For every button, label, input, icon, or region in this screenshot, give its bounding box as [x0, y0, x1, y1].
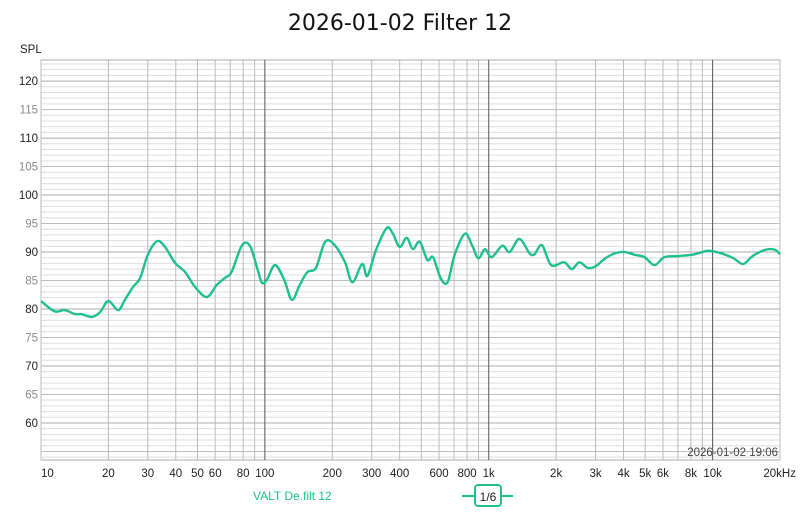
x-tick-label: 300	[362, 468, 381, 480]
y-tick-label: 80	[25, 304, 38, 316]
x-tick-label: 5k	[639, 468, 651, 480]
y-tick-label: 70	[25, 361, 38, 373]
x-tick-label: 3k	[589, 468, 601, 480]
x-tick-label: 6k	[657, 468, 669, 480]
x-tick-label: 8k	[685, 468, 697, 480]
y-tick-label: 75	[25, 332, 38, 344]
y-tick-label: 115	[20, 105, 38, 117]
x-tick-label: 20	[102, 468, 115, 480]
x-tick-label: 50	[191, 468, 204, 480]
chart-title: 2026-01-02 Filter 12	[288, 11, 512, 36]
y-axis-label: SPL	[20, 44, 42, 56]
smoothing-button[interactable]: 1/6	[462, 484, 513, 507]
y-tick-label: 85	[25, 276, 38, 288]
x-tick-label: 20kHz	[763, 468, 796, 480]
y-tick-label: 95	[25, 219, 38, 231]
x-tick-label: 400	[390, 468, 409, 480]
x-tick-label: 200	[323, 468, 342, 480]
y-tick-label: 100	[19, 190, 38, 202]
y-tick-label: 65	[25, 389, 38, 401]
y-tick-labels: 60 65 70 75 80 85 90 95 100 105 110 115 120	[19, 76, 38, 430]
x-tick-label: 2k	[550, 468, 562, 480]
y-tick-label: 105	[19, 162, 38, 174]
smoothing-box	[474, 484, 502, 507]
x-tick-label: 80	[237, 468, 250, 480]
series-layer	[40, 226, 781, 319]
x-tick-label: 10k	[703, 468, 722, 480]
grid	[40, 59, 781, 461]
smoothing-label: 1/6	[480, 490, 497, 504]
x-tick-label: 4k	[617, 468, 629, 480]
x-tick-label: 10	[41, 468, 54, 480]
x-tick-label: 600	[429, 468, 448, 480]
y-tick-label: 90	[25, 247, 38, 259]
y-tick-label: 60	[25, 418, 38, 430]
legend-series-name[interactable]: VALT De.filt 12	[253, 489, 332, 503]
x-tick-labels: 10 20 30 40 50 60 80 100 200 300 400 600 800 1k 2k 3k 4k…	[41, 468, 796, 480]
x-tick-label: 1k	[483, 468, 495, 480]
x-tick-label: 30	[141, 468, 154, 480]
x-tick-label: 800	[457, 468, 476, 480]
y-tick-label: 110	[20, 133, 38, 145]
x-tick-label: 60	[209, 468, 222, 480]
x-tick-label: 100	[255, 468, 274, 480]
series-line	[40, 226, 781, 319]
x-tick-label: 40	[169, 468, 182, 480]
y-tick-label: 120	[19, 76, 38, 88]
timestamp: 2026-01-02 19:06	[687, 447, 778, 459]
